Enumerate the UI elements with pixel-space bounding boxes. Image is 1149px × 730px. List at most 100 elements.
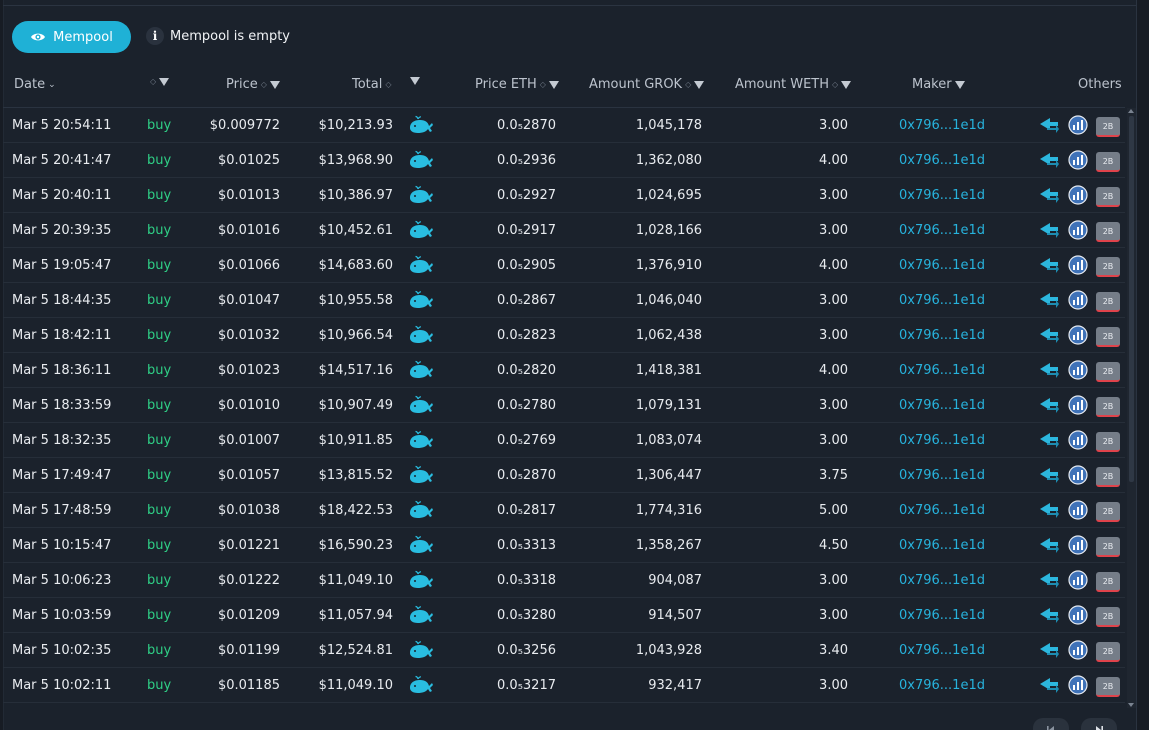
maker-address-link[interactable]: 0x796...1e1d (899, 503, 985, 518)
scroll-up-icon[interactable] (1128, 109, 1134, 113)
scroll-down-icon[interactable] (1128, 703, 1134, 707)
badge-2b[interactable]: 2B (1096, 327, 1120, 347)
arrow-route-icon[interactable] (1038, 396, 1060, 418)
arrow-route-icon[interactable] (1038, 256, 1060, 278)
arrow-route-icon[interactable] (1038, 676, 1060, 698)
table-row[interactable]: Mar 5 18:42:11 buy $0.01032 $10,966.54 0.0₅2… (3, 318, 1125, 353)
table-row[interactable]: Mar 5 20:54:11 buy $0.009772 $10,213.93 0.0₅… (3, 108, 1125, 143)
arrow-route-icon[interactable] (1038, 186, 1060, 208)
arrow-route-icon[interactable] (1038, 116, 1060, 138)
arrow-route-icon[interactable] (1038, 641, 1060, 663)
chart-circle-icon[interactable] (1068, 430, 1088, 454)
table-row[interactable]: Mar 5 10:02:35 buy $0.01199 $12,524.81 0.0₅3… (3, 633, 1125, 668)
table-row[interactable]: Mar 5 18:44:35 buy $0.01047 $10,955.58 0.0₅2… (3, 283, 1125, 318)
filter-icon[interactable] (694, 80, 705, 89)
prev-page-button[interactable] (1033, 718, 1069, 730)
badge-2b[interactable]: 2B (1096, 222, 1120, 242)
maker-address-link[interactable]: 0x796...1e1d (899, 153, 985, 168)
col-date[interactable]: Date ⌄ (14, 77, 56, 92)
chart-circle-icon[interactable] (1068, 500, 1088, 524)
badge-2b[interactable]: 2B (1096, 187, 1120, 207)
maker-address-link[interactable]: 0x796...1e1d (899, 293, 985, 308)
arrow-route-icon[interactable] (1038, 361, 1060, 383)
col-amount-weth[interactable]: Amount WETH ◇ (735, 77, 852, 92)
chart-circle-icon[interactable] (1068, 360, 1088, 384)
table-row[interactable]: Mar 5 18:36:11 buy $0.01023 $14,517.16 0.0₅2… (3, 353, 1125, 388)
col-price-eth[interactable]: Price ETH ◇ (475, 77, 559, 92)
maker-address-link[interactable]: 0x796...1e1d (899, 433, 985, 448)
table-row[interactable]: Mar 5 10:02:11 buy $0.01185 $11,049.10 0.0₅3… (3, 668, 1125, 703)
table-row[interactable]: Mar 5 10:15:47 buy $0.01221 $16,590.23 0.0₅3… (3, 528, 1125, 563)
col-total[interactable]: Total ◇ (352, 77, 392, 92)
chart-circle-icon[interactable] (1068, 220, 1088, 244)
chart-circle-icon[interactable] (1068, 395, 1088, 419)
chart-circle-icon[interactable] (1068, 465, 1088, 489)
maker-address-link[interactable]: 0x796...1e1d (899, 328, 985, 343)
badge-2b[interactable]: 2B (1096, 397, 1120, 417)
table-row[interactable]: Mar 5 10:06:23 buy $0.01222 $11,049.10 0.0₅3… (3, 563, 1125, 598)
table-row[interactable]: Mar 5 17:49:47 buy $0.01057 $13,815.52 0.0₅2… (3, 458, 1125, 493)
maker-address-link[interactable]: 0x796...1e1d (899, 188, 985, 203)
maker-address-link[interactable]: 0x796...1e1d (899, 258, 985, 273)
arrow-route-icon[interactable] (1038, 151, 1060, 173)
badge-2b[interactable]: 2B (1096, 152, 1120, 172)
chart-circle-icon[interactable] (1068, 570, 1088, 594)
badge-2b[interactable]: 2B (1096, 642, 1120, 662)
maker-address-link[interactable]: 0x796...1e1d (899, 223, 985, 238)
col-whale[interactable] (410, 77, 420, 85)
maker-address-link[interactable]: 0x796...1e1d (899, 643, 985, 658)
maker-address-link[interactable]: 0x796...1e1d (899, 468, 985, 483)
arrow-route-icon[interactable] (1038, 536, 1060, 558)
arrow-route-icon[interactable] (1038, 606, 1060, 628)
filter-icon[interactable] (159, 77, 170, 86)
next-page-button[interactable] (1081, 718, 1117, 730)
chart-circle-icon[interactable] (1068, 185, 1088, 209)
arrow-route-icon[interactable] (1038, 431, 1060, 453)
col-amount-grok[interactable]: Amount GROK ◇ (589, 77, 705, 92)
table-row[interactable]: Mar 5 10:03:59 buy $0.01209 $11,057.94 0.0₅3… (3, 598, 1125, 633)
badge-2b[interactable]: 2B (1096, 537, 1120, 557)
maker-address-link[interactable]: 0x796...1e1d (899, 608, 985, 623)
table-row[interactable]: Mar 5 20:39:35 buy $0.01016 $10,452.61 0.0₅2… (3, 213, 1125, 248)
chart-circle-icon[interactable] (1068, 290, 1088, 314)
arrow-route-icon[interactable] (1038, 501, 1060, 523)
badge-2b[interactable]: 2B (1096, 502, 1120, 522)
filter-icon[interactable] (548, 80, 559, 89)
badge-2b[interactable]: 2B (1096, 292, 1120, 312)
badge-2b[interactable]: 2B (1096, 362, 1120, 382)
arrow-route-icon[interactable] (1038, 466, 1060, 488)
col-type[interactable]: ◇ (150, 77, 170, 86)
chart-circle-icon[interactable] (1068, 255, 1088, 279)
arrow-route-icon[interactable] (1038, 291, 1060, 313)
arrow-route-icon[interactable] (1038, 326, 1060, 348)
badge-2b[interactable]: 2B (1096, 117, 1120, 137)
badge-2b[interactable]: 2B (1096, 572, 1120, 592)
maker-address-link[interactable]: 0x796...1e1d (899, 363, 985, 378)
maker-address-link[interactable]: 0x796...1e1d (899, 573, 985, 588)
table-row[interactable]: Mar 5 17:48:59 buy $0.01038 $18,422.53 0.0₅2… (3, 493, 1125, 528)
maker-address-link[interactable]: 0x796...1e1d (899, 398, 985, 413)
table-row[interactable]: Mar 5 18:32:35 buy $0.01007 $10,911.85 0.0₅2… (3, 423, 1125, 458)
chart-circle-icon[interactable] (1068, 675, 1088, 699)
badge-2b[interactable]: 2B (1096, 432, 1120, 452)
chart-circle-icon[interactable] (1068, 150, 1088, 174)
scrollbar-thumb[interactable] (1129, 116, 1134, 482)
col-maker[interactable]: Maker (912, 77, 965, 92)
filter-icon[interactable] (841, 80, 852, 89)
maker-address-link[interactable]: 0x796...1e1d (899, 678, 985, 693)
chart-circle-icon[interactable] (1068, 535, 1088, 559)
col-price[interactable]: Price ◇ (226, 77, 280, 92)
chart-circle-icon[interactable] (1068, 115, 1088, 139)
maker-address-link[interactable]: 0x796...1e1d (899, 538, 985, 553)
badge-2b[interactable]: 2B (1096, 257, 1120, 277)
badge-2b[interactable]: 2B (1096, 607, 1120, 627)
table-row[interactable]: Mar 5 20:41:47 buy $0.01025 $13,968.90 0.0₅2… (3, 143, 1125, 178)
scrollbar[interactable] (1127, 108, 1136, 708)
table-row[interactable]: Mar 5 19:05:47 buy $0.01066 $14,683.60 0.0₅2… (3, 248, 1125, 283)
chart-circle-icon[interactable] (1068, 325, 1088, 349)
badge-2b[interactable]: 2B (1096, 677, 1120, 697)
arrow-route-icon[interactable] (1038, 571, 1060, 593)
mempool-button[interactable]: Mempool (12, 21, 131, 53)
maker-address-link[interactable]: 0x796...1e1d (899, 118, 985, 133)
chart-circle-icon[interactable] (1068, 605, 1088, 629)
